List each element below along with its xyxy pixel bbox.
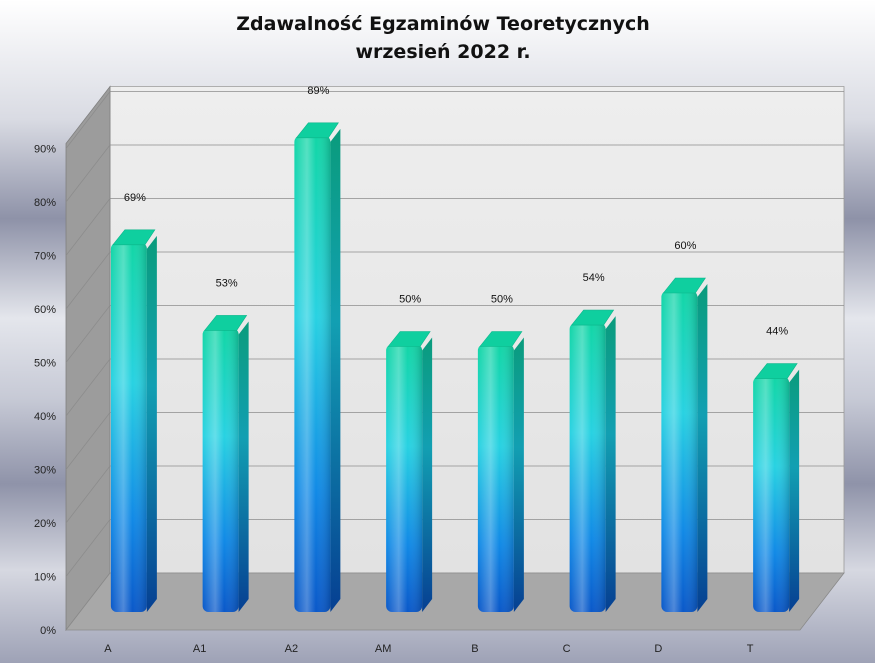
x-tick-label: A1 xyxy=(193,643,206,655)
bar xyxy=(661,277,708,612)
data-label: 69% xyxy=(124,192,146,204)
chart-title: Zdawalność Egzaminów Teoretycznych wrzes… xyxy=(0,10,875,66)
y-tick-label: 30% xyxy=(34,465,56,477)
data-label: 54% xyxy=(583,272,605,284)
bar xyxy=(110,229,157,612)
bar-side xyxy=(605,316,616,612)
bar-side xyxy=(330,128,341,612)
y-tick-label: 60% xyxy=(34,304,56,316)
bar-cap xyxy=(662,277,706,294)
bar-shine xyxy=(294,135,331,612)
bar xyxy=(753,363,800,612)
bar-side xyxy=(697,284,708,612)
bar-shine xyxy=(753,376,790,612)
y-tick-label: 20% xyxy=(34,518,56,530)
x-tick-label: D xyxy=(654,643,662,655)
data-label: 53% xyxy=(216,277,238,289)
bar xyxy=(569,309,616,612)
bar-cap xyxy=(387,331,431,347)
bar-side xyxy=(238,321,249,612)
y-tick-label: 70% xyxy=(34,251,56,263)
data-label: 44% xyxy=(766,326,788,338)
bar-shine xyxy=(110,242,147,612)
data-label: 50% xyxy=(491,294,513,306)
bar-side xyxy=(513,337,524,612)
y-tick-label: 50% xyxy=(34,358,56,370)
data-label: 50% xyxy=(399,294,421,306)
gridline-side xyxy=(65,91,111,149)
bar xyxy=(294,122,341,612)
bar-cap xyxy=(571,309,615,326)
bar-cap xyxy=(295,122,339,139)
bar-shine xyxy=(477,344,514,612)
bar xyxy=(386,331,433,612)
bar-shine xyxy=(569,323,606,612)
bar-side xyxy=(422,337,433,612)
y-tick-label: 10% xyxy=(34,572,56,584)
x-tick-label: AM xyxy=(375,643,392,655)
bar-cap xyxy=(112,229,156,246)
bar xyxy=(477,331,524,612)
y-tick-label: 40% xyxy=(34,411,56,423)
x-tick-label: A xyxy=(104,643,112,655)
x-tick-label: B xyxy=(471,643,478,655)
floor xyxy=(65,572,845,631)
gridline-side xyxy=(65,519,111,577)
gridline-side xyxy=(65,305,111,363)
bar-side xyxy=(146,235,157,612)
bar-side xyxy=(789,369,800,612)
bar-shine xyxy=(202,328,239,612)
gridline-side xyxy=(65,412,111,470)
bar xyxy=(202,315,249,612)
gridline-side xyxy=(65,465,111,524)
bar-shine xyxy=(386,344,423,612)
bar-shine xyxy=(661,291,698,612)
gridline-side xyxy=(65,251,111,310)
y-tick-label: 0% xyxy=(40,625,56,637)
x-tick-label: C xyxy=(563,643,571,655)
x-tick-label: T xyxy=(747,643,754,655)
gridline-side xyxy=(65,144,111,203)
gridline-side xyxy=(65,358,111,417)
y-tick-label: 90% xyxy=(34,144,56,156)
y-tick-label: 80% xyxy=(34,197,56,209)
subtitle-line: wrzesień 2022 r. xyxy=(355,41,531,63)
bar-cap xyxy=(479,331,523,347)
data-label: 60% xyxy=(674,240,696,252)
gridline-side xyxy=(65,198,111,256)
data-label: 89% xyxy=(307,85,329,97)
bar-cap xyxy=(754,363,798,379)
title-line: Zdawalność Egzaminów Teoretycznych xyxy=(236,13,650,35)
x-tick-label: A2 xyxy=(285,643,298,655)
bar-cap xyxy=(204,315,248,331)
